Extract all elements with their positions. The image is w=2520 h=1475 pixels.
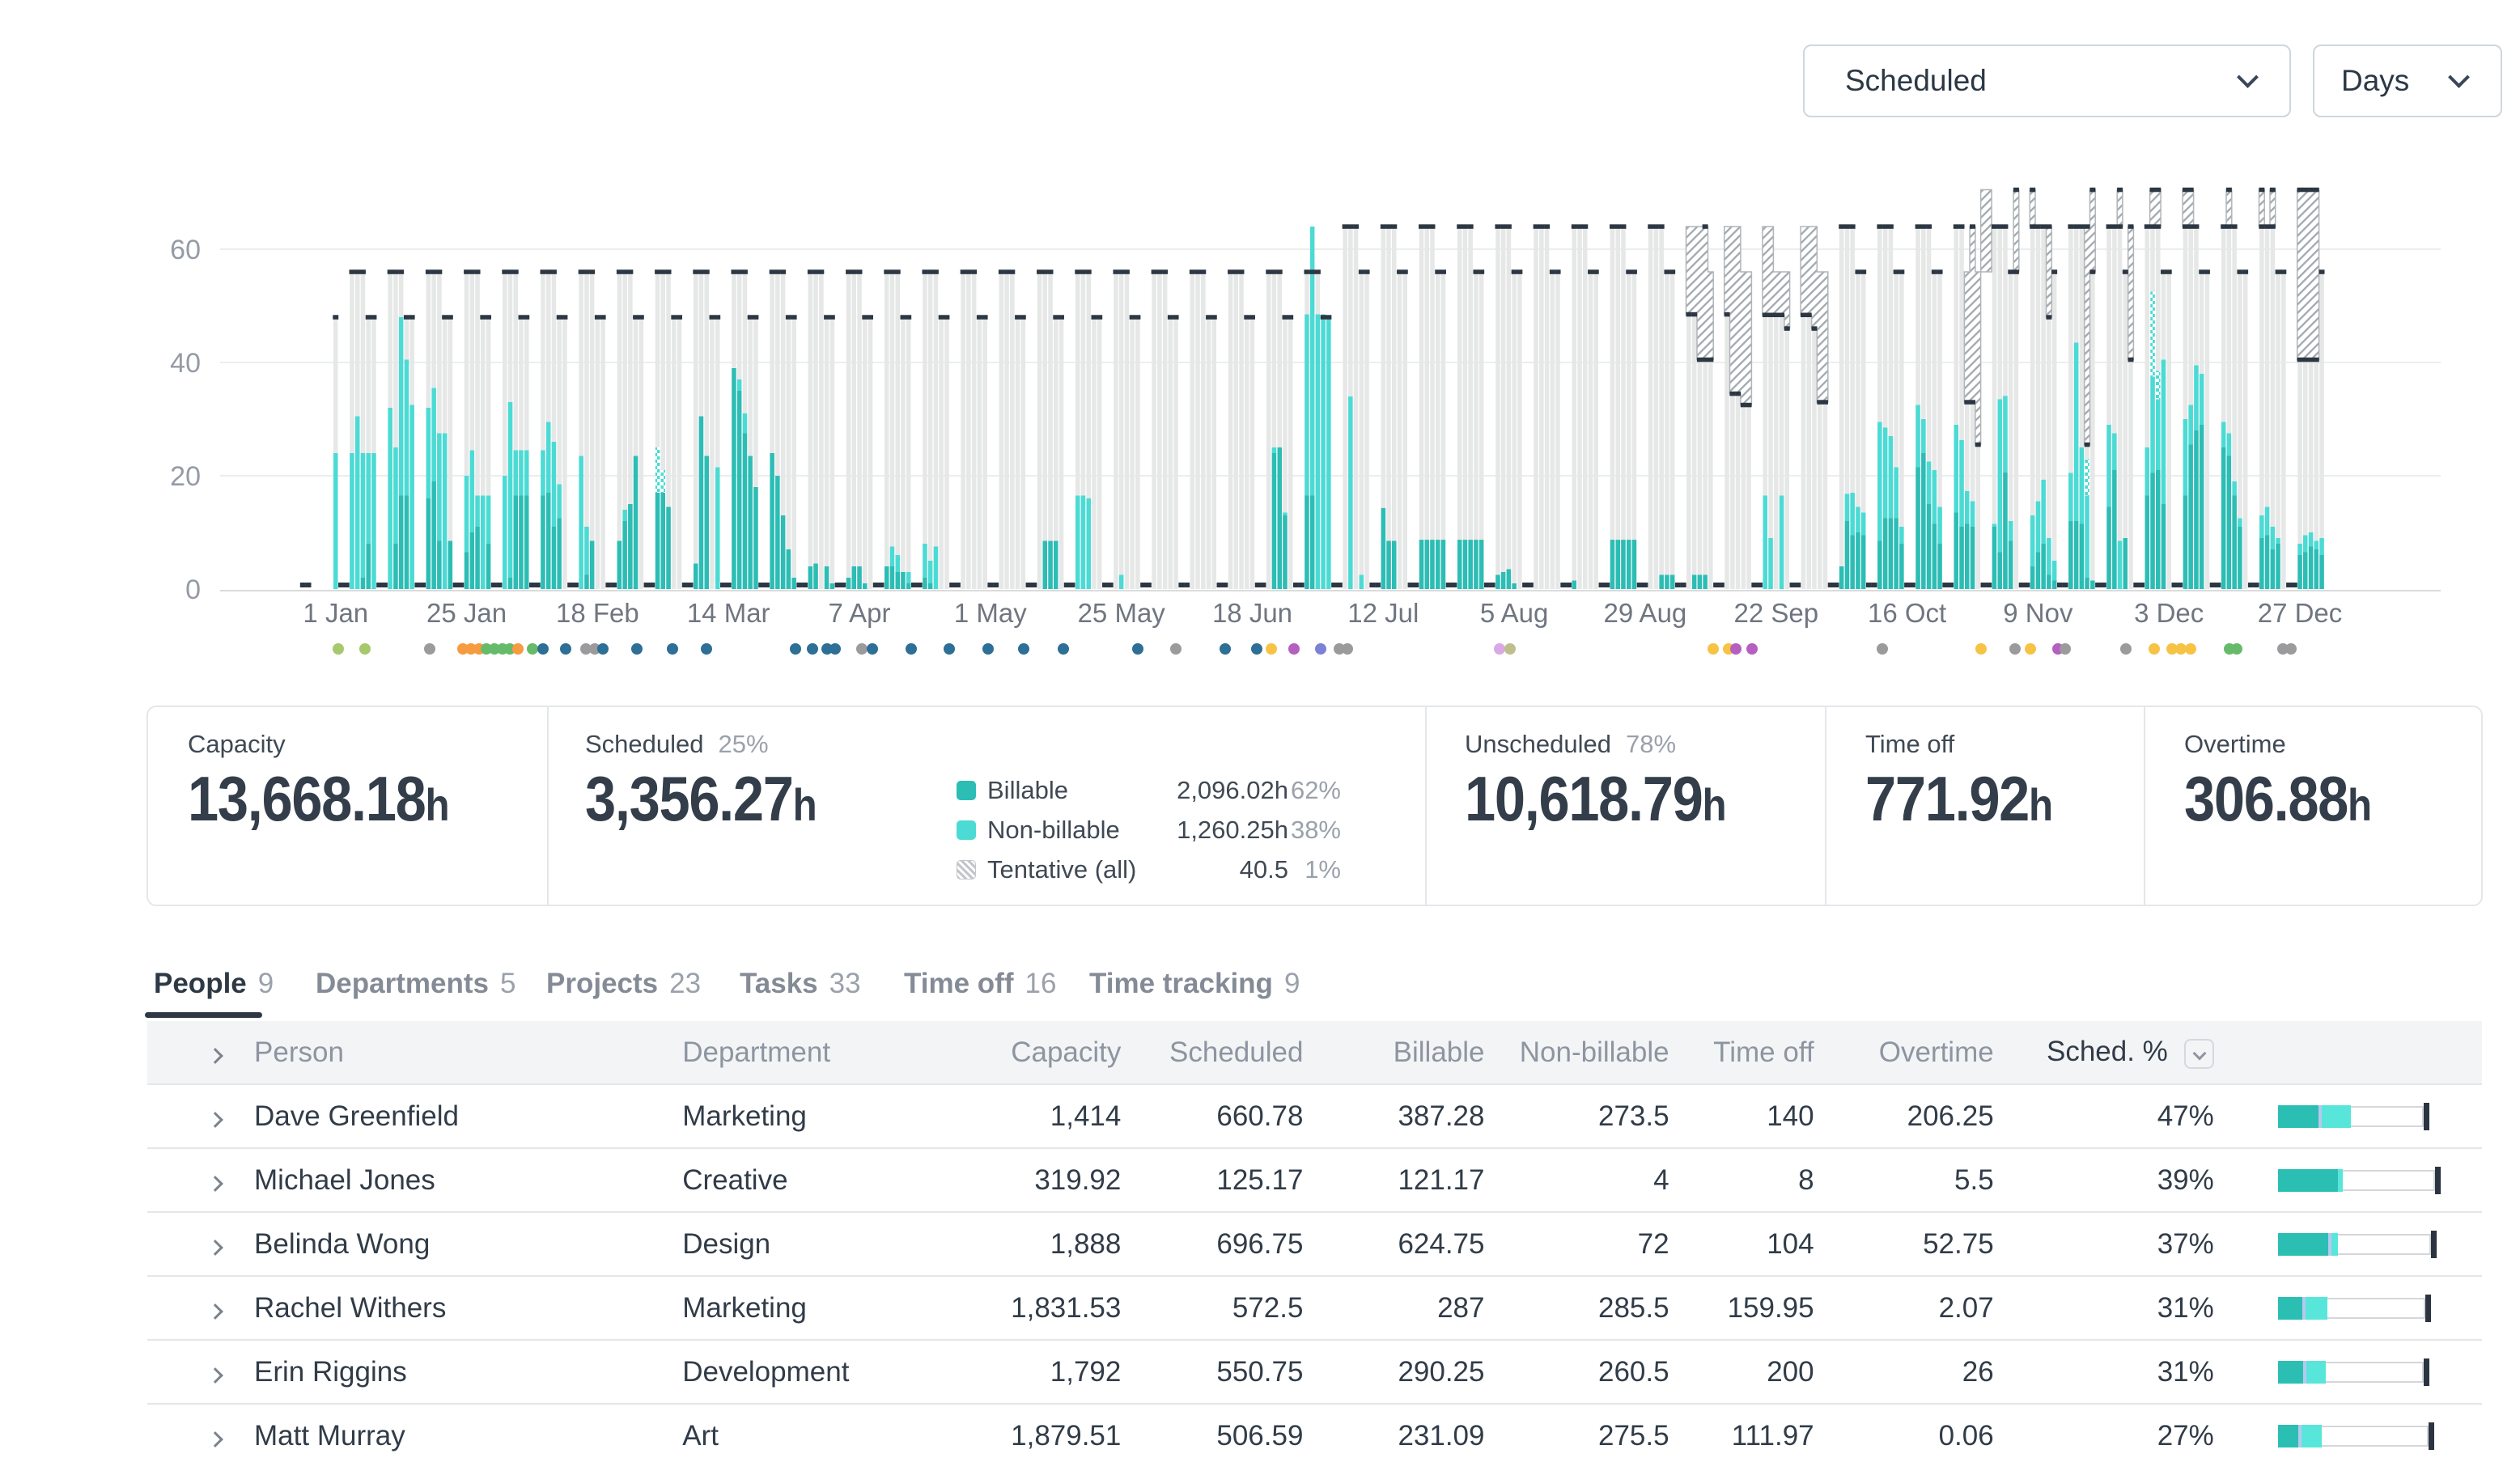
svg-text:27 Dec: 27 Dec <box>2258 598 2343 628</box>
svg-text:25 May: 25 May <box>1078 598 1166 628</box>
svg-text:7 Apr: 7 Apr <box>828 598 890 628</box>
svg-text:25 Jan: 25 Jan <box>426 598 507 628</box>
svg-text:1 Jan: 1 Jan <box>303 598 368 628</box>
svg-text:29 Aug: 29 Aug <box>1604 598 1687 628</box>
svg-text:0: 0 <box>185 574 201 605</box>
svg-text:5 Aug: 5 Aug <box>1480 598 1548 628</box>
svg-text:20: 20 <box>170 461 201 492</box>
svg-text:1 May: 1 May <box>954 598 1027 628</box>
svg-text:12 Jul: 12 Jul <box>1347 598 1419 628</box>
svg-text:22 Sep: 22 Sep <box>1734 598 1819 628</box>
svg-text:18 Jun: 18 Jun <box>1212 598 1292 628</box>
svg-text:16 Oct: 16 Oct <box>1868 598 1946 628</box>
svg-text:18 Feb: 18 Feb <box>556 598 639 628</box>
svg-text:60: 60 <box>170 235 201 265</box>
svg-text:14 Mar: 14 Mar <box>687 598 770 628</box>
svg-text:9 Nov: 9 Nov <box>2003 598 2073 628</box>
svg-text:40: 40 <box>170 348 201 379</box>
svg-text:3 Dec: 3 Dec <box>2134 598 2204 628</box>
